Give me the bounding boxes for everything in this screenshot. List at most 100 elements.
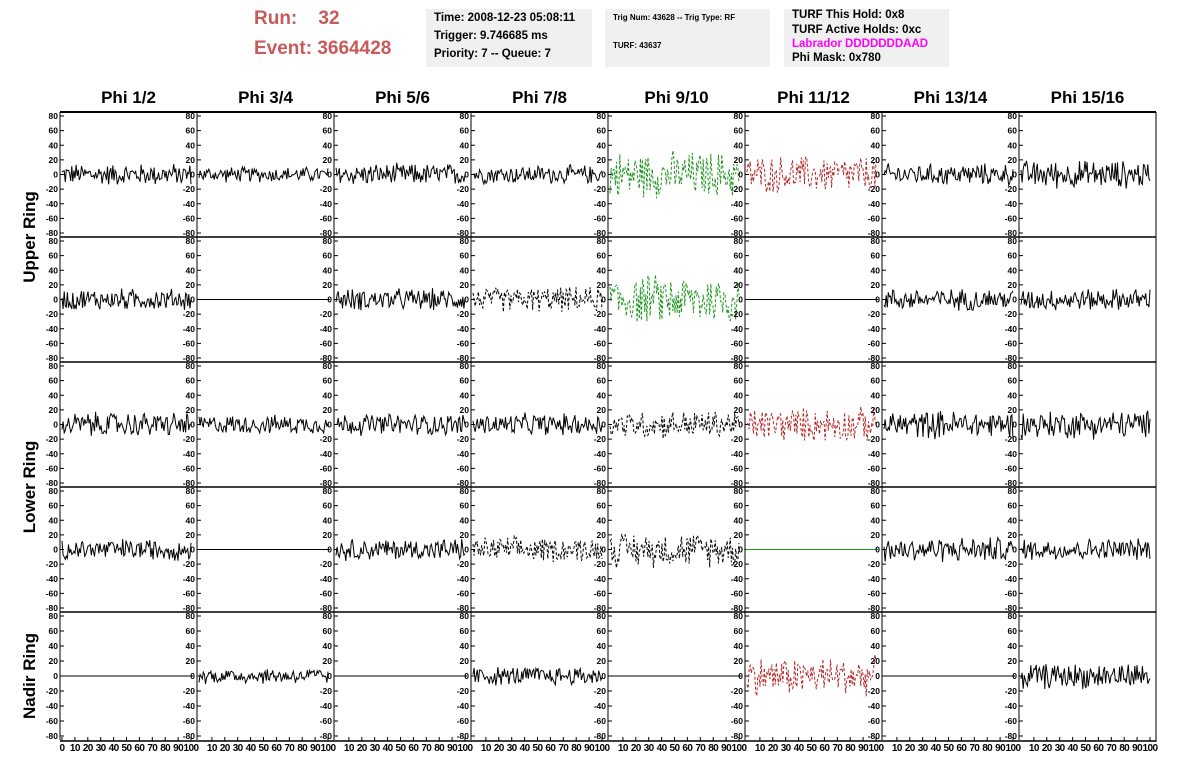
x-tick-label: 20	[494, 743, 505, 754]
y-tick-label: 60	[323, 501, 333, 511]
y-tick-label: -60	[594, 463, 607, 473]
y-tick-label: 80	[323, 236, 333, 246]
x-tick-label: 90	[310, 743, 321, 754]
y-tick-label: -40	[594, 701, 607, 711]
y-tick-label: -20	[183, 309, 196, 319]
x-tick-label: 50	[670, 743, 681, 754]
y-tick-label: 80	[597, 111, 607, 121]
y-tick-label: -60	[868, 463, 881, 473]
y-tick-label: -20	[1005, 559, 1018, 569]
y-tick-label: 80	[1008, 111, 1018, 121]
column-header-phi-7-8: Phi 7/8	[512, 88, 567, 107]
y-tick-label: 40	[734, 390, 744, 400]
waveform-trace	[61, 288, 192, 310]
waveform-trace	[1020, 664, 1151, 690]
waveform-trace	[883, 536, 1014, 563]
y-tick-label: -40	[868, 449, 881, 459]
y-tick-label: 20	[1008, 530, 1018, 540]
y-tick-label: 40	[1008, 390, 1018, 400]
y-tick-label: 40	[460, 515, 470, 525]
y-tick-label: 80	[460, 111, 470, 121]
y-tick-label: 20	[597, 405, 607, 415]
y-tick-label: -80	[183, 353, 196, 363]
y-tick-label: -40	[183, 449, 196, 459]
x-tick-label: 80	[1119, 743, 1130, 754]
x-tick-label: 60	[819, 743, 830, 754]
event-line: Event: 3664428	[254, 38, 391, 60]
x-tick-label: 40	[383, 743, 394, 754]
y-tick-label: -20	[183, 434, 196, 444]
y-tick-label: 80	[323, 611, 333, 621]
y-tick-label: -60	[1005, 588, 1018, 598]
y-tick-label: -60	[1005, 213, 1018, 223]
y-tick-label: 20	[734, 155, 744, 165]
x-tick-label: 20	[631, 743, 642, 754]
x-tick-label: 100	[458, 743, 474, 754]
x-tick-label: 20	[768, 743, 779, 754]
y-tick-label: 0	[464, 545, 469, 555]
y-tick-label: 0	[464, 420, 469, 430]
y-tick-label: -80	[868, 353, 881, 363]
x-tick-label: 10	[755, 743, 766, 754]
x-tick-label: 60	[134, 743, 145, 754]
y-tick-label: -60	[183, 213, 196, 223]
y-tick-label: -20	[457, 686, 470, 696]
y-tick-label: -60	[594, 588, 607, 598]
waveform-trace	[61, 538, 192, 561]
y-tick-label: -60	[183, 338, 196, 348]
y-tick-label: -60	[731, 213, 744, 223]
y-tick-label: 0	[601, 545, 606, 555]
y-tick-label: -80	[868, 731, 881, 741]
column-header-phi-11-12: Phi 11/12	[777, 88, 850, 107]
y-tick-label: 80	[734, 611, 744, 621]
y-tick-label: 40	[49, 515, 59, 525]
y-tick-label: 60	[460, 251, 470, 261]
y-tick-label: 60	[460, 376, 470, 386]
y-tick-label: -60	[320, 716, 333, 726]
y-tick-label: -20	[46, 559, 59, 569]
y-tick-label: -20	[731, 309, 744, 319]
y-tick-label: -80	[183, 603, 196, 613]
waveform-trace	[335, 162, 466, 184]
y-tick-label: -60	[868, 338, 881, 348]
y-tick-label: -20	[594, 559, 607, 569]
y-tick-label: -80	[731, 731, 744, 741]
run-label: Run:	[254, 8, 298, 29]
turf-this-hold: TURF This Hold: 0x8	[792, 9, 905, 21]
x-tick-label: 10	[618, 743, 629, 754]
run-value: 32	[318, 8, 340, 29]
y-tick-label: -40	[46, 574, 59, 584]
x-tick-label: 90	[1132, 743, 1143, 754]
waveform-trace	[335, 539, 466, 561]
y-tick-label: 20	[597, 530, 607, 540]
y-tick-label: 80	[597, 486, 607, 496]
y-tick-label: 0	[53, 295, 58, 305]
y-tick-label: -20	[320, 309, 333, 319]
x-tick-label: 70	[1106, 743, 1117, 754]
y-tick-label: -80	[731, 353, 744, 363]
y-tick-label: 0	[738, 295, 743, 305]
y-tick-label: 20	[597, 155, 607, 165]
y-tick-label: -80	[594, 353, 607, 363]
x-tick-label: 10	[344, 743, 355, 754]
y-tick-label: -60	[868, 588, 881, 598]
column-header-phi-5-6: Phi 5/6	[375, 88, 430, 107]
y-tick-label: -40	[46, 324, 59, 334]
waveform-trace	[335, 413, 466, 437]
x-tick-label: 90	[173, 743, 184, 754]
column-header-phi-3-4: Phi 3/4	[238, 88, 293, 107]
x-tick-label: 70	[421, 743, 432, 754]
y-tick-label: 0	[875, 420, 880, 430]
y-tick-label: -60	[1005, 463, 1018, 473]
y-tick-label: -20	[1005, 434, 1018, 444]
y-tick-label: 20	[734, 656, 744, 666]
y-tick-label: 20	[871, 530, 881, 540]
y-tick-label: 20	[323, 530, 333, 540]
y-tick-label: 0	[327, 671, 332, 681]
x-tick-label: 70	[695, 743, 706, 754]
y-tick-label: -60	[46, 716, 59, 726]
x-tick-label: 30	[1055, 743, 1066, 754]
y-tick-label: 0	[601, 295, 606, 305]
waveform-trace	[1020, 289, 1151, 311]
